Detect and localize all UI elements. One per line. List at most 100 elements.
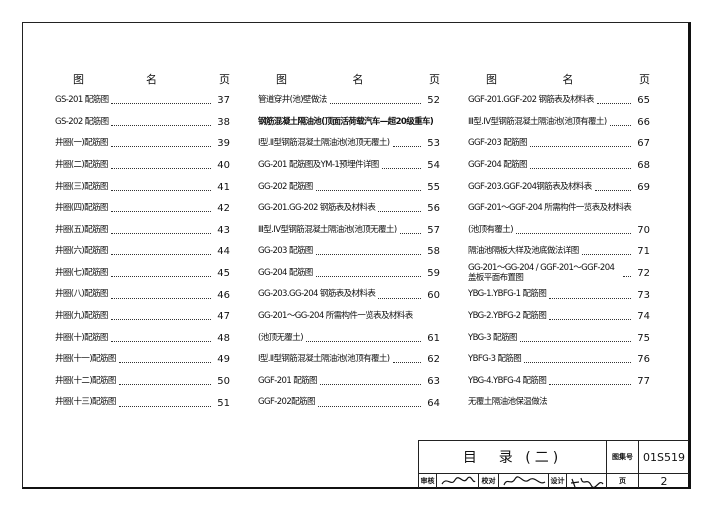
entry-page: 75 [637,332,650,344]
entry-name: 井圈(五)配筋图 [55,224,108,235]
entry-page: 72 [637,268,650,280]
page-number: 2 [660,474,668,488]
toc-entry: YBFG-3 配筋图 76 [468,349,650,371]
dot-leader [381,162,421,170]
dot-leader [399,227,421,234]
entry-page: 42 [217,203,230,215]
header-figure: 图 [73,73,84,86]
dot-leader [110,205,211,213]
entry-name: Ⅲ型.Ⅳ型钢筋混凝土隔油池(池顶无覆土) [258,224,397,235]
entry-name: 井圈(十一)配筋图 [55,354,116,365]
header-name: 名 [562,73,574,86]
entry-name: 井圈(二)配筋图 [55,159,108,170]
toc-entry: GGF-203.GGF-204钢筋表及材料表 69 [468,176,650,198]
toc-entry: 钢筋混凝土隔油池(顶面活荷载汽车—超20级重车) [258,112,440,134]
atlas-label: 图集号 [607,441,639,474]
toc-entry: 井圈(九)配筋图 47 [55,306,230,328]
toc-entry: Ⅰ型.Ⅱ型钢筋混凝土隔油池(池顶无覆土) 53 [258,133,440,155]
entry-page: 43 [217,224,230,236]
entry-page: 67 [637,138,650,150]
toc-entry: GGF-204 配筋图 68 [468,155,650,177]
entry-page: 61 [427,332,440,344]
entry-page: 47 [217,311,230,323]
entry-page: 46 [217,289,230,301]
title-block: 目 录 (二) 图集号 01S519 审核 校对 设计 页 2 [418,440,689,488]
dot-leader [305,335,421,342]
dot-leader [529,162,631,170]
dot-leader [623,270,631,278]
entry-page: 66 [637,116,650,128]
entry-name: GGF-201.GGF-202 钢筋表及材料表 [468,95,594,106]
toc-entry: 井圈(二)配筋图 40 [55,155,230,177]
dot-leader [549,313,631,321]
toc-entry: (池顶有覆土) 70 [468,220,650,242]
entry-page: 50 [217,376,230,388]
entry-page: 62 [427,354,440,366]
toc-entry: YBG-3 配筋图 75 [468,328,650,350]
entry-page: 52 [427,95,440,107]
entry-page: 39 [217,138,230,150]
dot-leader [315,184,421,191]
toc-entry: GGF-201 配筋图 63 [258,371,440,393]
toc-entry: Ⅰ型.Ⅱ型钢筋混凝土隔油池(池顶有覆土) 62 [258,349,440,371]
entry-page: 44 [217,246,230,258]
entry-page: 65 [637,95,650,107]
dot-leader [118,400,211,407]
entry-name: GG-204 配筋图 [258,267,313,278]
header-figure: 图 [276,73,287,86]
entry-name: 井圈(一)配筋图 [55,138,108,149]
entry-page: 45 [217,268,230,280]
toc-entry: GG-202 配筋图 55 [258,176,440,198]
dot-leader [111,97,211,105]
dot-leader [581,248,631,256]
entry-name: GGF-201 配筋图 [258,375,318,386]
review-label: 审核 [419,474,437,488]
header-page: 页 [639,73,650,86]
toc-entry: 井圈(八)配筋图 46 [55,284,230,306]
entry-name: GGF-201～GGF-204 所需构件一览表及材料表 [468,203,632,214]
dot-leader [549,378,631,386]
toc-entry: GGF-202配筋图 64 [258,392,440,414]
dot-leader [110,227,211,234]
entry-page: 40 [217,160,230,172]
entry-page: 71 [637,246,650,258]
entry-page: 70 [637,224,650,236]
toc-entry: GG-203 配筋图 58 [258,241,440,263]
entry-name: YBFG-3 配筋图 [468,354,522,365]
toc-entry: 无覆土隔油池保温做法 [468,392,650,414]
entry-name: 钢筋混凝土隔油池(顶面活荷载汽车—超20级重车) [258,116,434,127]
column-header: 图名页 [258,68,440,90]
toc-entry: 隔油池隔板大样及池底做法详图 71 [468,241,650,263]
entry-page: 74 [637,311,650,323]
toc-entry: 井圈(十一)配筋图 49 [55,349,230,371]
toc-entry: GGF-203 配筋图 67 [468,133,650,155]
toc-entry: GGF-201～GGF-204 所需构件一览表及材料表 [468,198,650,220]
atlas-number: 01S519 [639,441,689,474]
dot-leader [519,335,631,342]
dot-leader [110,313,211,321]
entry-name: 井圈(八)配筋图 [55,289,108,300]
dot-leader [609,119,631,126]
entry-page: 53 [427,138,440,150]
entry-page: 68 [637,160,650,172]
dot-leader [529,140,631,148]
toc-entry: GG-203.GG-204 钢筋表及材料表 60 [258,284,440,306]
toc-column-2: 图 名 页管道穿井(池)壁做法 52 钢筋混凝土隔油池(顶面活荷载汽车—超20级重车) Ⅰ… [258,68,440,414]
dot-leader [515,227,631,234]
entry-name: GGF-203 配筋图 [468,138,528,149]
toc-entry: 井圈(六)配筋图 44 [55,241,230,263]
dot-leader [319,378,421,386]
entry-page: 59 [427,268,440,280]
dot-leader [110,270,211,278]
design-signature [567,474,607,488]
toc-entry: GG-201～GG-204 所需构件一览表及材料表 [258,306,440,328]
drawing-frame [22,22,691,489]
toc-entry: Ⅲ型.Ⅳ型钢筋混凝土隔油池(池顶有覆土) 66 [468,112,650,134]
header-page: 页 [219,73,230,86]
dot-leader [392,356,421,364]
entry-page: 57 [427,224,440,236]
toc-column-3: 图 名 页 GGF-201.GGF-202 钢筋表及材料表 65 Ⅲ型.Ⅳ型钢筋混凝土隔油… [468,68,650,414]
entry-name: YBG-1.YBFG-1 配筋图 [468,289,547,300]
dot-leader [317,400,421,407]
entry-page: 73 [637,289,650,301]
